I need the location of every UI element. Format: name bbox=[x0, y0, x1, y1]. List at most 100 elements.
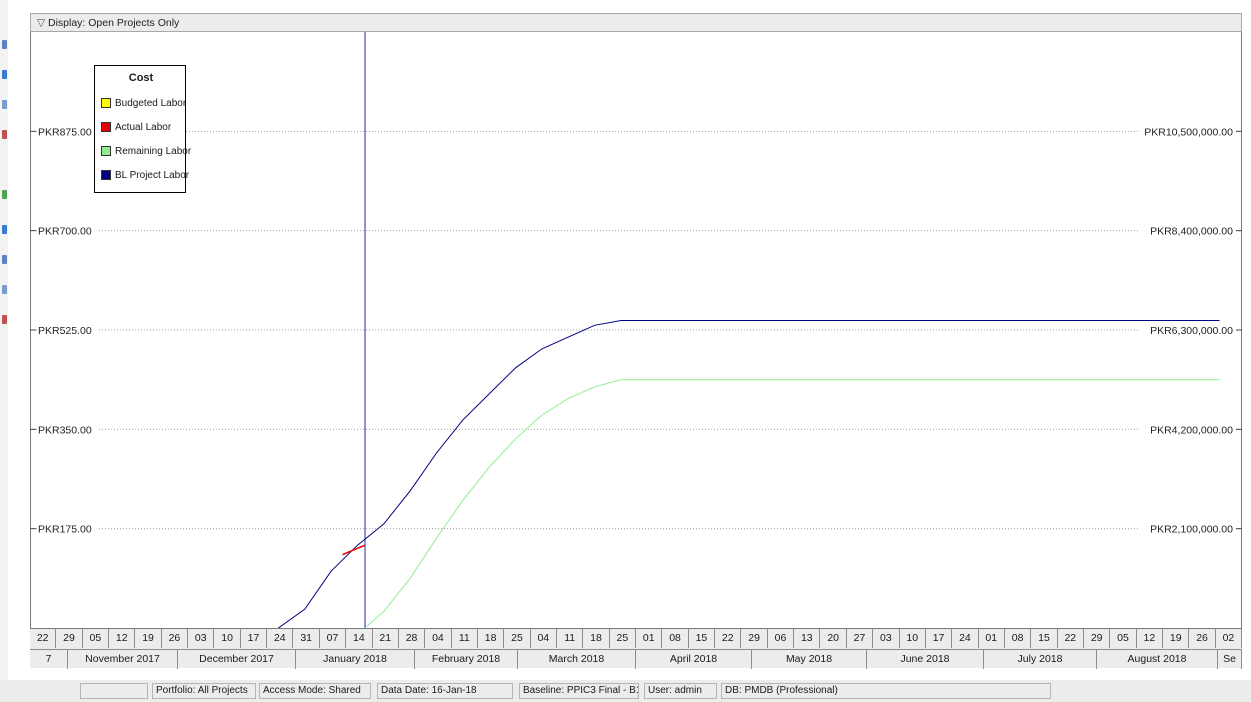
timescale-day: 26 bbox=[1189, 629, 1215, 648]
legend-title: Cost bbox=[95, 72, 187, 84]
legend-item-budgeted-labor: Budgeted Labor bbox=[101, 98, 186, 111]
timescale-day: 29 bbox=[1084, 629, 1110, 648]
right-axis-label: PKR10,500,000.00 bbox=[1144, 126, 1233, 138]
timescale-day: 19 bbox=[1163, 629, 1189, 648]
legend-item-remaining-labor: Remaining Labor bbox=[101, 146, 191, 159]
timescale-day: 04 bbox=[531, 629, 557, 648]
timescale-day: 24 bbox=[952, 629, 978, 648]
timescale-day: 18 bbox=[478, 629, 504, 648]
timescale-month: July 2018 bbox=[984, 650, 1097, 669]
legend-swatch bbox=[101, 146, 111, 156]
timescale-day: 03 bbox=[188, 629, 214, 648]
timescale-day: 11 bbox=[557, 629, 583, 648]
left-axis-label: PKR875.00 bbox=[38, 126, 92, 138]
timescale-day: 13 bbox=[794, 629, 820, 648]
timescale-day: 15 bbox=[689, 629, 715, 648]
status-panel-empty bbox=[80, 683, 148, 699]
series-line-remaining-labor bbox=[365, 380, 1220, 628]
cost-chart: PKR175.00 PKR350.00 PKR525.00 PKR700.00 PKR8… bbox=[30, 32, 1242, 628]
timescale-day: 29 bbox=[56, 629, 82, 648]
left-axis-label: PKR350.00 bbox=[38, 424, 92, 436]
timescale-day: 26 bbox=[162, 629, 188, 648]
right-axis-label: PKR8,400,000.00 bbox=[1150, 226, 1233, 238]
timescale-month: December 2017 bbox=[178, 650, 296, 669]
legend-item-bl-project-labor: BL Project Labor bbox=[101, 170, 189, 183]
status-db: DB: PMDB (Professional) bbox=[721, 683, 1051, 699]
left-toolbar bbox=[0, 0, 8, 680]
timescale-day: 29 bbox=[741, 629, 767, 648]
timescale-day: 12 bbox=[109, 629, 135, 648]
toolbar-icon[interactable] bbox=[2, 285, 7, 294]
timescale-day: 04 bbox=[425, 629, 451, 648]
toolbar-icon[interactable] bbox=[2, 315, 7, 324]
timescale-day: 01 bbox=[636, 629, 662, 648]
toolbar-icon[interactable] bbox=[2, 130, 7, 139]
timescale-day: 14 bbox=[346, 629, 372, 648]
timescale-day: 15 bbox=[1031, 629, 1057, 648]
toolbar-icon[interactable] bbox=[2, 100, 7, 109]
timescale-day: 08 bbox=[662, 629, 688, 648]
timescale-day: 22 bbox=[715, 629, 741, 648]
timescale-month: January 2018 bbox=[296, 650, 415, 669]
timescale-day: 05 bbox=[83, 629, 109, 648]
timescale-day: 12 bbox=[1137, 629, 1163, 648]
right-axis-label: PKR6,300,000.00 bbox=[1150, 325, 1233, 337]
display-filter-label[interactable]: ▽ Display: Open Projects Only bbox=[37, 17, 179, 29]
timescale-month: November 2017 bbox=[68, 650, 178, 669]
timescale-day: 05 bbox=[1110, 629, 1136, 648]
legend-swatch bbox=[101, 122, 111, 132]
status-access-mode: Access Mode: Shared bbox=[259, 683, 371, 699]
timescale-day: 10 bbox=[214, 629, 240, 648]
timescale-day: 20 bbox=[821, 629, 847, 648]
timescale-day: 24 bbox=[267, 629, 293, 648]
timescale-day: 17 bbox=[926, 629, 952, 648]
timescale-day: 22 bbox=[1058, 629, 1084, 648]
status-portfolio: Portfolio: All Projects bbox=[152, 683, 256, 699]
display-options-bar[interactable]: ▽ Display: Open Projects Only bbox=[30, 13, 1242, 32]
timescale-day: 01 bbox=[979, 629, 1005, 648]
legend-item-actual-labor: Actual Labor bbox=[101, 122, 171, 135]
status-data-date: Data Date: 16-Jan-18 bbox=[377, 683, 513, 699]
left-axis-label: PKR525.00 bbox=[38, 325, 92, 337]
timescale-day: 03 bbox=[873, 629, 899, 648]
toolbar-icon[interactable] bbox=[2, 40, 7, 49]
timescale-months: 7 November 2017 December 2017 January 2018 F… bbox=[30, 649, 1242, 669]
toolbar-icon[interactable] bbox=[2, 70, 7, 79]
timescale-month: 7 bbox=[30, 650, 68, 669]
timescale-day: 06 bbox=[768, 629, 794, 648]
toolbar-icon[interactable] bbox=[2, 255, 7, 264]
timescale-day: 07 bbox=[320, 629, 346, 648]
timescale-day: 17 bbox=[241, 629, 267, 648]
timescale-day: 10 bbox=[900, 629, 926, 648]
legend-label: Remaining Labor bbox=[115, 146, 191, 157]
legend-swatch bbox=[101, 170, 111, 180]
timescale-day: 08 bbox=[1005, 629, 1031, 648]
left-axis-label: PKR700.00 bbox=[38, 226, 92, 238]
legend-label: BL Project Labor bbox=[115, 170, 189, 181]
timescale-day: 18 bbox=[583, 629, 609, 648]
display-filter-text: Display: Open Projects Only bbox=[48, 17, 179, 29]
right-axis-label: PKR4,200,000.00 bbox=[1150, 424, 1233, 436]
toolbar-icon[interactable] bbox=[2, 190, 7, 199]
legend-swatch bbox=[101, 98, 111, 108]
timescale-day: 28 bbox=[399, 629, 425, 648]
left-axis-label: PKR175.00 bbox=[38, 524, 92, 536]
timescale-day: 27 bbox=[847, 629, 873, 648]
timescale-month: August 2018 bbox=[1097, 650, 1218, 669]
toolbar-icon[interactable] bbox=[2, 225, 7, 234]
series-line-bl-project-labor bbox=[278, 321, 1219, 629]
right-axis-label: PKR2,100,000.00 bbox=[1150, 524, 1233, 536]
status-user: User: admin bbox=[644, 683, 717, 699]
timescale-day: 21 bbox=[373, 629, 399, 648]
timescale-month: Se bbox=[1218, 650, 1242, 669]
status-baseline: Baseline: PPIC3 Final - B1 bbox=[519, 683, 639, 699]
triangle-down-icon: ▽ bbox=[37, 17, 45, 29]
legend: Cost Budgeted Labor Actual Labor Remaini… bbox=[94, 65, 186, 193]
timescale-days: 22 29 05 12 19 26 03 10 17 24 31 07 14 21 28 04 11 18 25 04… bbox=[30, 629, 1242, 648]
timescale-day: 25 bbox=[610, 629, 636, 648]
timescale-month: June 2018 bbox=[867, 650, 984, 669]
timescale-day: 11 bbox=[452, 629, 478, 648]
timescale-day: 19 bbox=[135, 629, 161, 648]
timescale[interactable]: 22 29 05 12 19 26 03 10 17 24 31 07 14 21 28 04 11 18 25 04… bbox=[30, 628, 1242, 668]
timescale-month: February 2018 bbox=[415, 650, 518, 669]
